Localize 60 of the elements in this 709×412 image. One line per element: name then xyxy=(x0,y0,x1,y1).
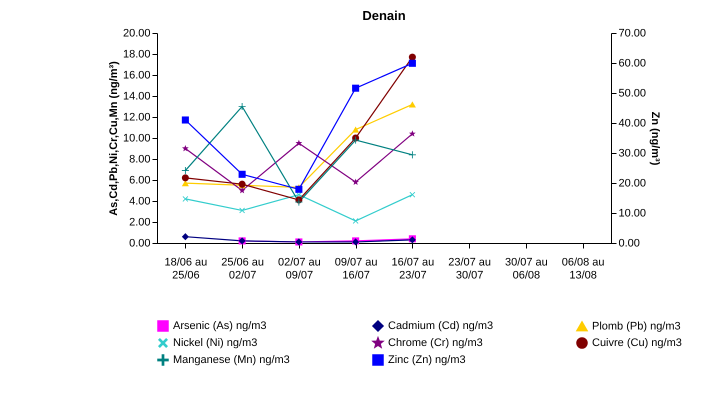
y2-tick-label: 10.00 xyxy=(618,208,646,220)
y-axis-title: As,Cd,Pb,Ni,Cr,Cu,Mn (ng/m³) xyxy=(108,60,120,216)
y-tick-label: 20.00 xyxy=(122,28,150,40)
point xyxy=(182,144,189,152)
y2-tick-label: 60.00 xyxy=(618,58,646,70)
y-tick-label: 14.00 xyxy=(122,90,150,102)
y2-axis-title: Zn (ng/m³) xyxy=(649,112,662,166)
point xyxy=(238,170,246,178)
point xyxy=(182,196,188,202)
point xyxy=(182,233,189,240)
point xyxy=(408,60,416,67)
y-tick-label: 0.00 xyxy=(129,238,150,250)
x-tick-label: 16/07 au 23/07 xyxy=(391,256,434,282)
point xyxy=(352,218,358,224)
point xyxy=(295,198,302,206)
point xyxy=(352,84,360,92)
legend-label: Cuivre (Cu) ng/m3 xyxy=(592,337,682,349)
x-tick-label: 30/07 au 06/08 xyxy=(504,256,548,282)
point xyxy=(239,208,245,214)
point xyxy=(410,192,416,198)
point xyxy=(182,167,189,174)
x-tick-label: 09/07 au 16/07 xyxy=(334,256,378,282)
y2-tick-label: 70.00 xyxy=(618,28,646,40)
legend-label: Chrome (Cr) ng/m3 xyxy=(388,337,483,349)
y2-tick-label: 20.00 xyxy=(618,178,646,190)
legend-label: Cadmium (Cd) ng/m3 xyxy=(388,320,494,332)
legend-label: Nickel (Ni) ng/m3 xyxy=(173,337,258,349)
y-tick-label: 10.00 xyxy=(122,132,150,144)
y-tick-label: 12.00 xyxy=(122,112,150,124)
point xyxy=(352,178,359,185)
x-tick-label: 18/06 au 25/06 xyxy=(164,256,208,282)
point xyxy=(352,136,360,144)
legend-label: Manganese (Mn) ng/m3 xyxy=(173,354,290,366)
point xyxy=(296,140,302,146)
point xyxy=(238,102,246,110)
point xyxy=(238,186,246,194)
x-tick-label: 02/07 au 09/07 xyxy=(278,256,321,282)
y-tick-label: 4.00 xyxy=(129,196,150,208)
point xyxy=(408,54,416,61)
x-tick-label: 25/06 au 02/07 xyxy=(221,256,264,282)
chart-title: Denain xyxy=(362,8,406,23)
y2-tick-label: 30.00 xyxy=(618,148,646,160)
y-tick-label: 8.00 xyxy=(129,154,150,166)
y-tick-label: 6.00 xyxy=(129,174,150,186)
legend-label: Plomb (Pb) ng/m3 xyxy=(592,320,681,332)
point xyxy=(352,126,360,133)
y2-tick-label: 40.00 xyxy=(618,118,646,130)
legend-label: Arsenic (As) ng/m3 xyxy=(173,320,267,332)
x-tick-label: 06/08 au 13/08 xyxy=(562,256,605,282)
point xyxy=(409,130,416,137)
point xyxy=(182,116,189,124)
y-tick-label: 18.00 xyxy=(122,48,150,60)
y2-tick-label: 0.00 xyxy=(618,238,640,250)
y2-tick-label: 50.00 xyxy=(618,88,646,100)
x-tick-label: 23/07 au 30/07 xyxy=(448,256,492,282)
y-tick-label: 2.00 xyxy=(129,216,150,228)
y-tick-label: 16.00 xyxy=(122,70,150,82)
legend-label: Zinc (Zn) ng/m3 xyxy=(388,354,466,366)
point xyxy=(408,101,416,108)
point xyxy=(182,174,189,182)
